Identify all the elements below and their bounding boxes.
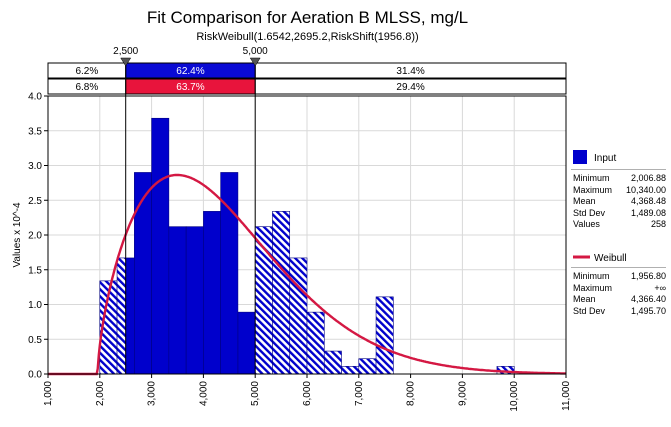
weibull-fit-curve xyxy=(48,173,566,376)
x-tick-label: 3,000 xyxy=(147,381,158,406)
stat-row: Minimum 1,956.80 xyxy=(573,271,666,283)
x-tick-label: 8,000 xyxy=(406,381,417,406)
stat-value: 1,495.70 xyxy=(630,305,666,316)
histogram-bar xyxy=(116,257,126,375)
x-tick-label: 2,000 xyxy=(95,381,106,406)
x-tick-label: 9,000 xyxy=(457,381,468,406)
delimiter-label-left: 2,500 xyxy=(113,46,138,57)
chart-title: Fit Comparison for Aeration B MLSS, mg/L xyxy=(146,8,469,27)
y-tick-label: 2.5 xyxy=(28,196,42,207)
stat-row: Std Dev 1,489.08 xyxy=(573,208,666,220)
delimiter-handle-icon xyxy=(249,57,261,67)
histogram-bar xyxy=(375,296,394,375)
stat-label: Std Dev xyxy=(573,305,606,316)
delimiter-handle-icon xyxy=(120,57,132,67)
fit-stats-table: Minimum 1,956.80 Maximum +∞ Mean 4,366.40 S… xyxy=(573,271,666,317)
y-tick-label: 4.0 xyxy=(28,92,42,103)
y-tick-label: 3.0 xyxy=(28,161,42,172)
legend-input-swatch xyxy=(573,150,587,164)
histogram-bar xyxy=(272,211,291,375)
stat-value: 4,368.48 xyxy=(630,196,666,206)
band-middle-value: 62.4% xyxy=(176,66,204,77)
stat-value: 10,340.00 xyxy=(625,184,666,195)
stat-label: Mean xyxy=(573,294,596,304)
stat-row: Maximum +∞ xyxy=(573,283,666,295)
delimiter-label-right: 5,000 xyxy=(243,46,268,57)
stat-row: Values 258 xyxy=(573,219,666,231)
legend-separator xyxy=(571,267,666,268)
histogram-bar xyxy=(125,257,135,375)
histogram-bar xyxy=(289,257,308,375)
x-tick-label: 7,000 xyxy=(354,381,365,406)
stat-label: Std Dev xyxy=(573,207,606,218)
histogram-bar xyxy=(151,117,170,375)
legend-fit-label: Weibull xyxy=(594,253,627,264)
stat-label: Minimum xyxy=(573,173,610,183)
x-tick-label: 10,000 xyxy=(509,381,520,412)
histogram-bar xyxy=(168,226,187,375)
legend-input-label: Input xyxy=(594,153,617,164)
x-tick-label: 1,000 xyxy=(43,381,54,406)
histogram-bar xyxy=(203,211,221,375)
y-tick-label: 2.0 xyxy=(28,231,42,242)
stat-value: 1,489.08 xyxy=(630,207,666,218)
band-left-value: 6.2% xyxy=(75,66,98,77)
y-tick-label: 1.5 xyxy=(28,265,42,276)
stat-label: Minimum xyxy=(573,271,610,281)
histogram-bar xyxy=(306,311,325,375)
x-tick-label: 6,000 xyxy=(302,381,313,406)
stat-row: Maximum 10,340.00 xyxy=(573,185,666,197)
band-middle-value: 63.7% xyxy=(176,82,204,93)
histogram-bar xyxy=(323,350,342,375)
legend-separator xyxy=(571,169,666,170)
stat-row: Mean 4,368.48 xyxy=(573,196,666,208)
x-tick-label: 5,000 xyxy=(250,381,261,406)
stat-label: Maximum xyxy=(573,282,613,293)
stat-value: 2,006.88 xyxy=(630,173,666,183)
x-tick-label: 4,000 xyxy=(198,381,209,406)
stat-value: 1,956.80 xyxy=(630,271,666,281)
stat-label: Mean xyxy=(573,196,596,206)
stat-value: +∞ xyxy=(654,282,666,293)
stat-value: 258 xyxy=(650,219,666,229)
stat-label: Values xyxy=(573,219,600,229)
input-stats-table: Minimum 2,006.88 Maximum 10,340.00 Mean 4,3… xyxy=(573,173,666,231)
histogram-bar xyxy=(358,358,377,375)
band-right-value: 29.4% xyxy=(396,82,424,93)
stat-row: Minimum 2,006.88 xyxy=(573,173,666,185)
chart-subtitle: RiskWeibull(1.6542,2695.2,RiskShift(1956… xyxy=(196,31,419,43)
histogram-bar xyxy=(341,366,360,375)
band-left-value: 6.8% xyxy=(75,82,98,93)
histogram-bar xyxy=(237,311,256,375)
histogram-bar xyxy=(134,172,152,375)
y-tick-label: 0.0 xyxy=(28,370,42,381)
stat-value: 4,366.40 xyxy=(630,294,666,304)
x-tick-label: 11,000 xyxy=(561,381,572,411)
stat-row: Std Dev 1,495.70 xyxy=(573,306,666,318)
histogram-bar xyxy=(185,226,204,375)
stat-label: Maximum xyxy=(573,184,613,195)
band-right-value: 31.4% xyxy=(396,66,424,77)
y-tick-label: 3.5 xyxy=(28,126,42,137)
stat-row: Mean 4,366.40 xyxy=(573,294,666,306)
y-tick-label: 1.0 xyxy=(28,300,42,311)
y-axis-label: Values x 10^-4 xyxy=(12,202,23,268)
y-tick-label: 0.5 xyxy=(28,335,42,346)
